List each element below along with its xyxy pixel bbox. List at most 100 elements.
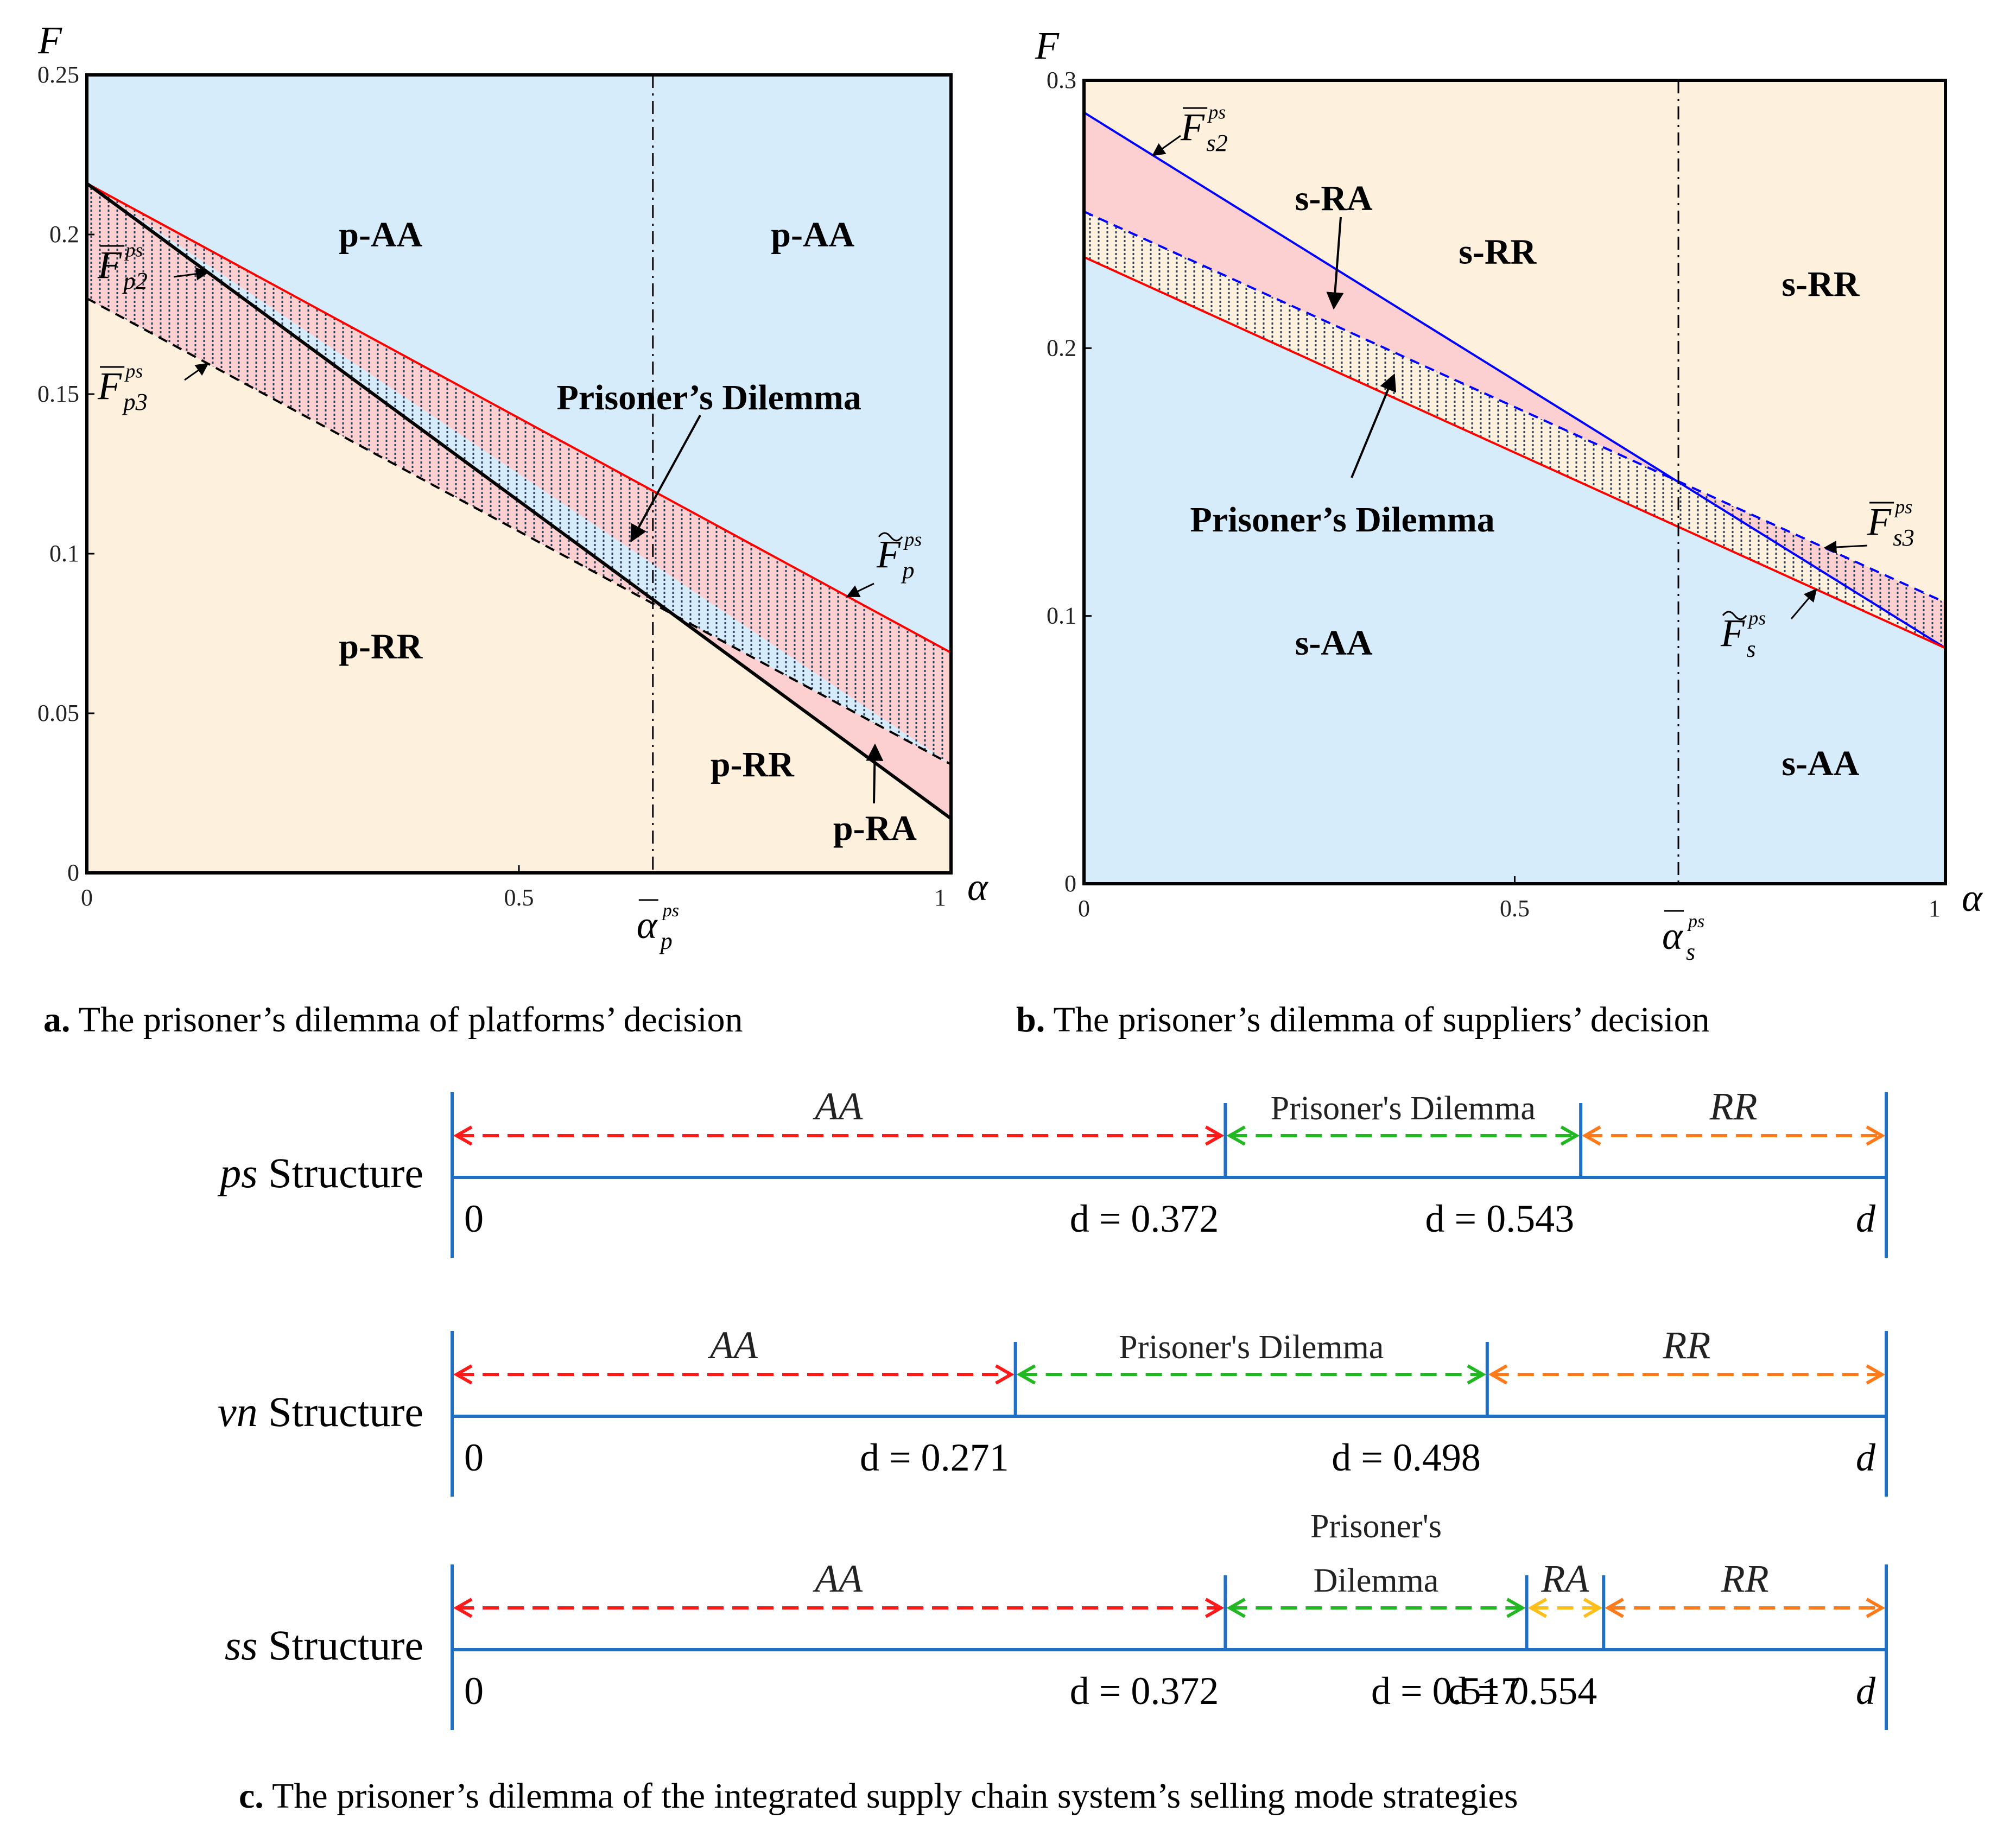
x-axis-label: α [967,865,988,909]
prisoners-dilemma-band [1084,211,1945,648]
segment-label: AA [813,1085,863,1128]
x-tick-label: 1 [1929,895,1941,922]
segment-label: Prisoner's Dilemma [1271,1090,1536,1127]
segment-arrow-left [453,1125,473,1146]
x-tick-label: 0 [1078,895,1090,922]
line-label-arrow [184,363,209,381]
y-tick-label: 0.1 [49,540,79,567]
caption-c: c. The prisoner’s dilemma of the integra… [239,1776,1518,1816]
timeline-axis-label: d [1856,1436,1876,1479]
segment-arrow-right [1506,1598,1526,1618]
line-label-red-sup: ps [1747,607,1766,629]
threshold-sub: s [1686,939,1695,965]
timeline-tick-label: 0 [464,1197,484,1240]
y-axis-label: F [37,18,62,62]
region-label: Prisoner’s Dilemma [1190,500,1494,540]
y-tick-label: 0.05 [37,700,79,726]
y-tick-label: 0.15 [37,381,79,407]
line-label-bluedash-symbol: F [1867,500,1892,543]
line-label-arrow [1823,541,1868,554]
y-tick-label: 0.1 [1047,603,1076,629]
timeline-row-label: ps Structure [217,1149,423,1196]
segment-arrow-left [453,1598,473,1618]
line-label-arrow [1790,588,1817,619]
caption-a: a. The prisoner’s dilemma of platforms’ … [43,1000,743,1040]
timeline-row: vn Structure AA Prisoner's Dilemma RR 0 d = 0… [218,1323,1888,1497]
region-label: s-AA [1782,744,1859,783]
region-label: p-RA [833,809,917,848]
line-label-black-symbol: F [97,243,122,287]
segment-arrow-left [1226,1598,1246,1618]
timeline-row: ps Structure AA Prisoner's Dilemma RR 0 d = 0… [217,1085,1888,1258]
caption-b: b. The prisoner’s dilemma of suppliers’ … [1016,1000,1710,1040]
line-label-red-tilde [1722,611,1747,620]
timeline-axis-label: d [1856,1669,1876,1713]
region-label: p-AA [771,215,854,255]
timeline-tick-label: d = 0.543 [1425,1197,1575,1240]
line-label-red-tilde [878,532,903,542]
threshold-sup: ps [662,901,679,921]
line-label-dash-symbol: F [97,364,122,408]
region-label: Prisoner’s Dilemma [557,378,861,417]
segment-arrow-left [1226,1125,1246,1146]
region-label: p-AA [339,215,422,255]
timeline-axis-label: d [1856,1197,1876,1240]
segment-arrow-left [1488,1364,1508,1385]
line-label-arrow [846,582,874,598]
lower-region [1084,257,1945,884]
region-label: s-AA [1295,623,1373,663]
line-bluedash [1083,210,1946,604]
region-label: s-RA [1295,179,1373,218]
line-label-black-sup: ps [124,239,143,261]
x-tick-label: 0.5 [504,884,534,911]
timeline-tick-label: d = 0.554 [1448,1669,1597,1713]
segment-label: Dilemma [1314,1562,1439,1599]
line-red [1083,256,1946,649]
timeline-tick-label: d = 0.271 [860,1436,1009,1479]
x-tick-label: 0 [81,884,93,911]
line-label-bluedash-sub: s3 [1893,524,1914,551]
segment-arrow-right [1204,1598,1225,1618]
y-tick-label: 0.2 [1047,334,1076,361]
region-label: p-RR [339,627,423,667]
prisoners-dilemma-band [87,183,951,765]
segment-arrow-right [1583,1598,1603,1618]
timeline-row: ss Structure AA Prisoner's Dilemma RA RR 0 d = … [225,1508,1888,1730]
segment-label: AA [708,1323,758,1367]
segment-label: Prisoner's [1310,1508,1442,1545]
segment-label: Prisoner's Dilemma [1119,1329,1384,1366]
line-label-dash-sub: p3 [122,388,148,415]
line-label-arrow [1152,135,1181,156]
y-axis-label: F [1035,24,1060,67]
x-tick-label: 1 [934,884,946,911]
timeline-tick-label: d = 0.372 [1070,1669,1219,1713]
threshold-symbol: α [637,903,658,947]
segment-label: RA [1540,1557,1589,1600]
timeline-tick-label: 0 [464,1436,484,1479]
segment-arrow-right [1467,1364,1486,1385]
segment-label: AA [813,1557,863,1600]
line-label-blue-sub: s2 [1206,129,1228,156]
threshold-sub: p [659,928,673,954]
line-black [86,182,952,820]
line-dash [86,297,952,765]
segment-arrow-right [1204,1125,1225,1146]
y-tick-label: 0 [67,859,79,886]
segment-arrow-right [1560,1125,1580,1146]
segment-arrow-right [995,1364,1015,1385]
x-axis-label: α [1962,876,1983,920]
segment-arrow-left [1527,1598,1548,1618]
panel-c-timelines: ps Structure AA Prisoner's Dilemma RR 0 d = 0… [217,1085,1888,1730]
timeline-row-label: ss Structure [225,1621,423,1669]
region-label: s-RR [1782,264,1860,304]
y-tick-label: 0 [1064,870,1076,897]
threshold-symbol: α [1662,914,1683,958]
y-tick-label: 0.25 [37,61,79,88]
line-label-dash-sup: ps [124,360,143,382]
region-arrow [630,415,701,543]
